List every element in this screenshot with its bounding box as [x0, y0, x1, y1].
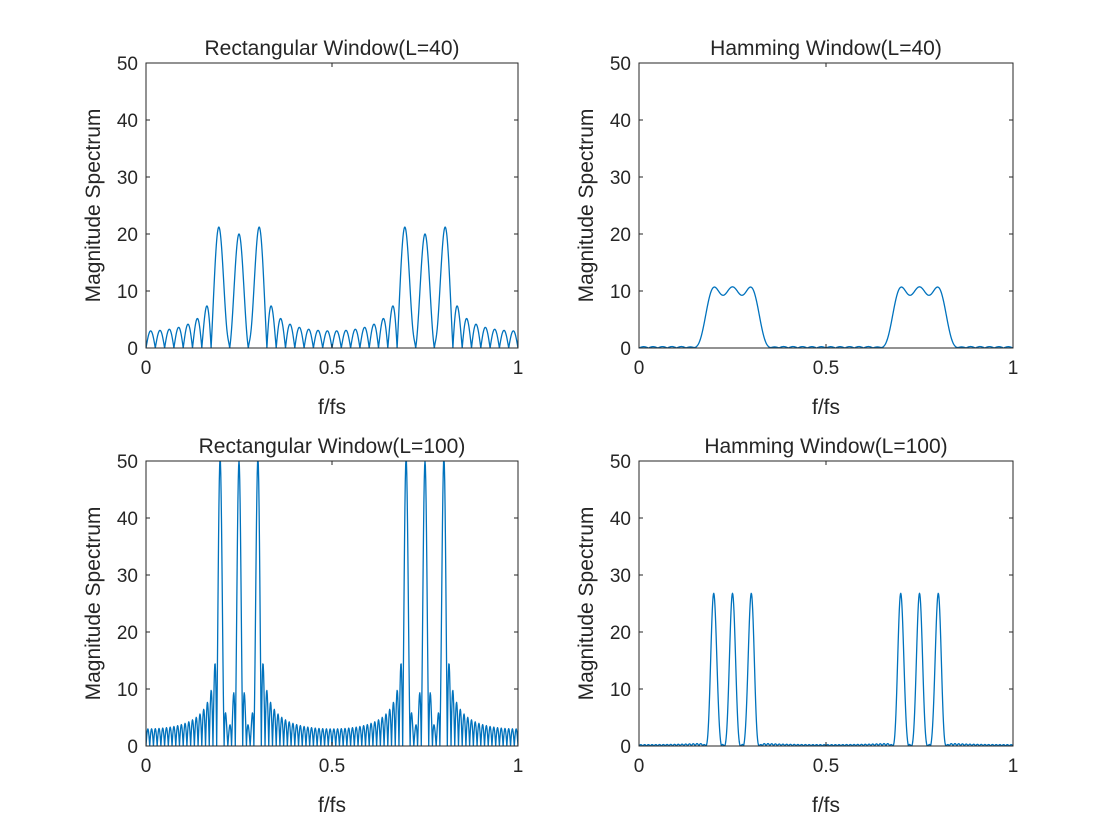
x-tick-label: 0.5 — [813, 358, 839, 379]
y-tick-label: 10 — [610, 680, 631, 701]
y-tick-label: 30 — [117, 566, 138, 587]
y-tick-label: 50 — [117, 452, 138, 473]
y-tick-label: 30 — [610, 168, 631, 189]
y-axis-label: Magnitude Spectrum — [82, 507, 105, 701]
x-axis-label: f/fs — [812, 396, 840, 419]
x-tick-label: 1 — [513, 756, 524, 777]
y-tick-label: 40 — [117, 509, 138, 530]
y-tick-label: 40 — [117, 111, 138, 132]
x-tick-label: 0 — [634, 358, 645, 379]
x-tick-label: 1 — [1008, 756, 1019, 777]
y-tick-label: 30 — [117, 168, 138, 189]
subplot-title: Hamming Window(L=40) — [710, 37, 942, 60]
subplot-title: Rectangular Window(L=100) — [199, 435, 466, 458]
y-tick-label: 30 — [610, 566, 631, 587]
y-tick-label: 20 — [117, 225, 138, 246]
y-axis-label: Magnitude Spectrum — [575, 109, 598, 303]
subplot-title: Hamming Window(L=100) — [704, 435, 947, 458]
y-tick-label: 20 — [117, 623, 138, 644]
x-tick-label: 1 — [1008, 358, 1019, 379]
y-tick-label: 20 — [610, 225, 631, 246]
x-tick-label: 0.5 — [319, 358, 345, 379]
x-tick-label: 0.5 — [813, 756, 839, 777]
x-axis-label: f/fs — [812, 794, 840, 817]
y-tick-label: 50 — [610, 452, 631, 473]
y-tick-label: 0 — [127, 339, 138, 360]
y-tick-label: 10 — [117, 680, 138, 701]
y-tick-label: 0 — [127, 737, 138, 758]
series-line — [146, 226, 518, 348]
y-axis-label: Magnitude Spectrum — [82, 109, 105, 303]
x-tick-label: 0 — [141, 756, 152, 777]
y-tick-label: 50 — [610, 54, 631, 75]
y-tick-label: 0 — [620, 737, 631, 758]
subplot-title: Rectangular Window(L=40) — [204, 37, 459, 60]
x-axis-label: f/fs — [318, 794, 346, 817]
y-tick-label: 10 — [610, 282, 631, 303]
y-tick-label: 40 — [610, 111, 631, 132]
y-axis-label: Magnitude Spectrum — [575, 507, 598, 701]
y-tick-label: 50 — [117, 54, 138, 75]
x-tick-label: 1 — [513, 358, 524, 379]
x-tick-label: 0 — [634, 756, 645, 777]
x-axis-label: f/fs — [318, 396, 346, 419]
series-line — [146, 461, 518, 746]
y-tick-label: 10 — [117, 282, 138, 303]
x-tick-label: 0.5 — [319, 756, 345, 777]
y-tick-label: 40 — [610, 509, 631, 530]
y-tick-label: 20 — [610, 623, 631, 644]
x-tick-label: 0 — [141, 358, 152, 379]
y-tick-label: 0 — [620, 339, 631, 360]
